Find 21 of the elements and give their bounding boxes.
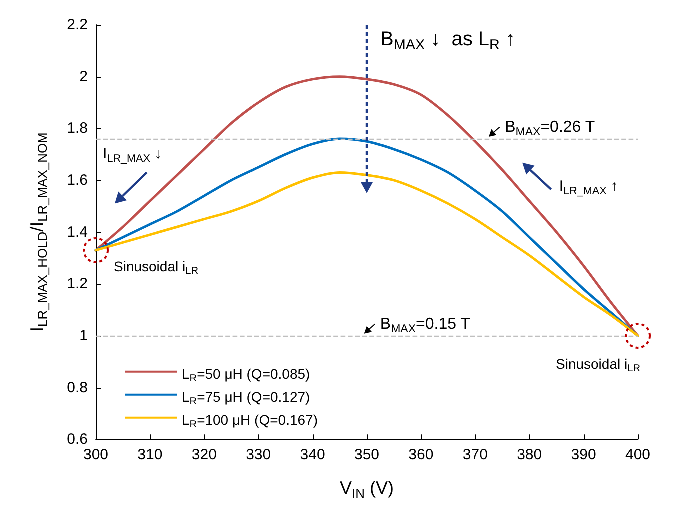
y-tick-label: 0.6 xyxy=(67,431,88,448)
x-tick-label: 340 xyxy=(300,446,326,464)
x-tick-label: 370 xyxy=(462,446,488,464)
y-tick-label: 2.2 xyxy=(67,16,88,34)
x-tick-label: 310 xyxy=(138,446,163,464)
x-tick-label: 350 xyxy=(354,446,380,464)
y-tick-label: 1.2 xyxy=(67,276,88,293)
x-tick-label: 380 xyxy=(517,446,542,464)
y-tick-label: 1 xyxy=(80,327,88,344)
y-tick-label: 1.8 xyxy=(67,120,88,138)
y-axis-title: ILR_MAX_HOLD/ILR_MAX_NOM xyxy=(27,132,50,332)
y-tick-label: 2 xyxy=(80,68,88,86)
x-tick-label: 360 xyxy=(408,446,434,464)
x-tick-label: 400 xyxy=(625,446,651,464)
y-tick-label: 1.4 xyxy=(67,224,88,241)
x-tick-label: 390 xyxy=(571,446,596,464)
y-tick-label: 1.6 xyxy=(67,172,88,189)
x-tick-label: 330 xyxy=(246,446,272,464)
x-tick-label: 320 xyxy=(192,446,217,464)
y-tick-label: 0.8 xyxy=(67,379,88,396)
x-tick-label: 300 xyxy=(83,446,109,464)
